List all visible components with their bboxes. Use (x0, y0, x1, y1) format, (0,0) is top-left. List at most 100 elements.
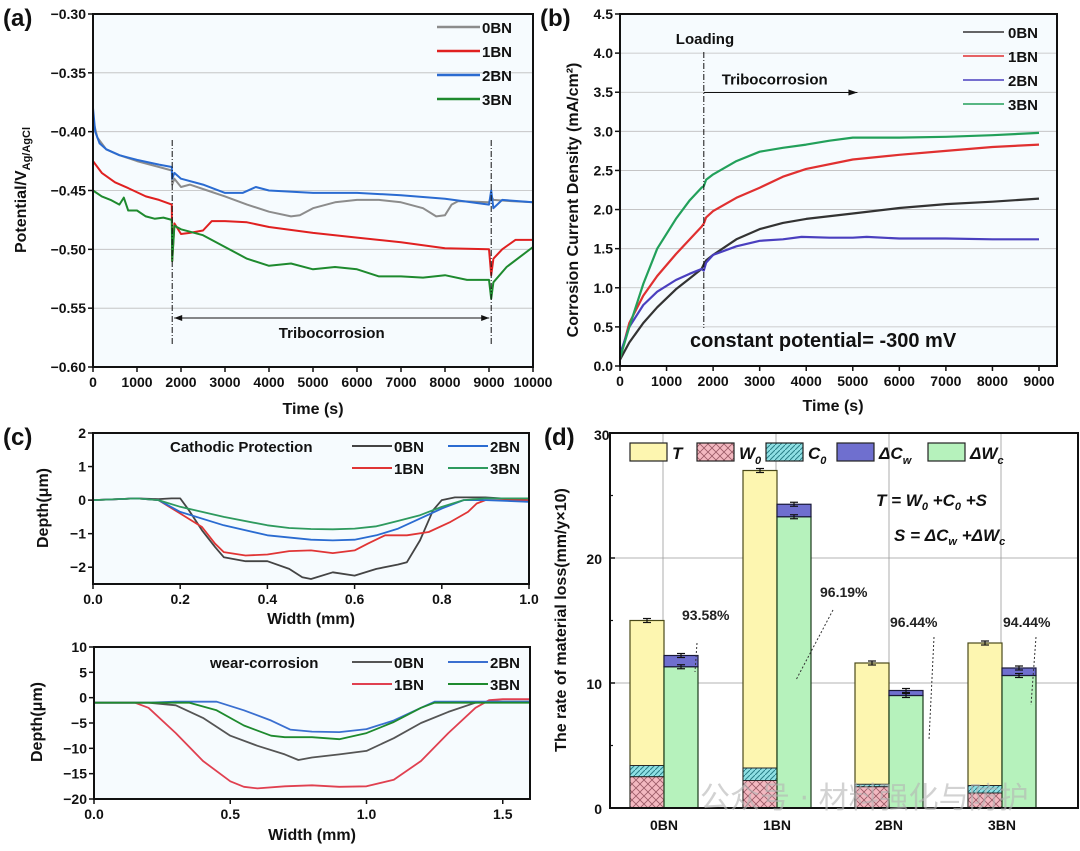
legend-label-dCw: ΔCw (878, 444, 913, 467)
y-tick-label: 1.0 (594, 280, 614, 296)
d-bars (629, 467, 1037, 809)
a-panel-label: (a) (3, 5, 32, 32)
series-line-3BN (618, 131, 1040, 359)
y-tick-label: 2.5 (594, 162, 614, 178)
y-tick-label-top: 30 (594, 427, 610, 443)
legend-label-3BN: 3BN (490, 461, 520, 478)
c1-legend: Cathodic Protection 0BN 1BN 2BN 3BN (170, 439, 520, 478)
d-panel-label: (d) (544, 424, 575, 451)
eq-term: ΔC (924, 526, 949, 545)
eq-op: + (957, 526, 972, 545)
legend-swatch-W0 (696, 442, 735, 462)
legend-label-3BN: 3BN (1008, 97, 1038, 114)
legend-label-0BN: 0BN (394, 439, 424, 456)
eq-term: S (976, 491, 988, 510)
percent-leader-line (928, 636, 935, 741)
x-tick-label: 3000 (744, 373, 775, 389)
x-tick-label: 1.5 (493, 806, 513, 822)
d-percent-labels: 93.58% 96.19% 96.44% 94.44% (682, 584, 1051, 741)
c-panel-label: (c) (3, 424, 32, 451)
series-line-1BN (92, 160, 533, 277)
eq-op: + (961, 491, 976, 510)
category-label-2BN: 2BN (875, 817, 903, 833)
span-label: Tribocorrosion (279, 325, 385, 342)
legend-label-2BN: 2BN (1008, 73, 1038, 90)
x-tick-label: 8000 (429, 374, 460, 390)
c2-ylabel: Depth(μm) (29, 682, 46, 762)
b-xlabel: Time (s) (802, 398, 863, 415)
eq-sub: 0 (955, 501, 962, 513)
legend-label-0BN: 0BN (482, 20, 512, 37)
equation-S: S = ΔCw +ΔWc (894, 526, 1005, 548)
y-tick-label: −1 (70, 526, 86, 542)
c1-series-lines (92, 496, 530, 580)
y-tick-label: 0 (79, 690, 87, 706)
y-tick-label: 3.5 (594, 84, 614, 100)
legend-label-main: T (672, 444, 684, 463)
y-tick-label: 20 (586, 551, 602, 567)
legend-title: Cathodic Protection (170, 439, 313, 456)
legend-label-2BN: 2BN (490, 439, 520, 456)
bar-dWc-1BN (776, 516, 812, 809)
x-tick-label: 0.0 (83, 591, 103, 607)
x-tick-label: 6000 (884, 373, 915, 389)
x-tick-label: 0.4 (258, 591, 278, 607)
x-tick-label: 1.0 (357, 806, 377, 822)
b-ylabel: Corrosion Current Density (mA/cm²) (565, 63, 582, 338)
eq-term: C (943, 491, 956, 510)
a-series-lines (92, 108, 534, 300)
y-tick-label: 10 (71, 639, 87, 655)
b-annotations: Loading Tribocorrosion constant potential=… (676, 31, 957, 352)
x-tick-label: 0.0 (84, 806, 104, 822)
panel-c-wear-chart: 0.0 0.5 1.0 1.5 −20 −15 −10 −5 0 5 10 Width (mm) D… (29, 639, 531, 844)
bar-T-3BN (967, 642, 1003, 809)
x-tick-label: 2000 (165, 374, 196, 390)
x-tick-label: 10000 (514, 374, 553, 390)
panel-d-bar-chart: 0 10 20 30 0BN 1BN 2BN 3BN (d) The rate of mate… (544, 424, 1079, 833)
b-frame (619, 13, 1058, 367)
x-tick-label: 1000 (121, 374, 152, 390)
eq-term: W (906, 491, 924, 510)
y-tick-label: −0.50 (51, 241, 87, 257)
legend-label-T: T (672, 444, 684, 463)
b-series-lines (618, 131, 1040, 361)
tribo-arrow-head (848, 89, 858, 96)
legend-label-sub: c (997, 455, 1003, 467)
constant-potential-note: constant potential= -300 mV (690, 330, 957, 352)
x-tick-label: 0 (616, 373, 624, 389)
legend-label-main: C (808, 444, 821, 463)
legend-label-sub: 0 (755, 455, 762, 467)
y-tick-label: 3.0 (594, 123, 614, 139)
a-ylabel-sub: Ag/AgCl (21, 127, 33, 170)
legend-label-2BN: 2BN (490, 655, 520, 672)
series-line-2BN (618, 235, 1039, 355)
x-tick-label: 9000 (473, 374, 504, 390)
series-line-3BN (92, 189, 534, 300)
x-tick-label: 2000 (698, 373, 729, 389)
legend-label-sub: w (903, 455, 913, 467)
y-tick-label: 1 (78, 459, 86, 475)
legend-label-3BN: 3BN (490, 677, 520, 694)
y-tick-label: −0.55 (51, 300, 87, 316)
legend-label-main: W (739, 444, 757, 463)
a-tribocorrosion-annotation: Tribocorrosion (171, 140, 492, 345)
x-tick-label: 7000 (385, 374, 416, 390)
legend-label-0BN: 0BN (394, 655, 424, 672)
span-arrow-left-head (174, 315, 183, 321)
panel-c-cathodic-chart: 0.0 0.2 0.4 0.6 0.8 1.0 −2 −1 0 1 2 (c) Width (mm)… (3, 424, 539, 628)
bar-dWc-0BN (663, 666, 699, 809)
percent-label: 96.44% (890, 614, 938, 630)
c2-series-lines (94, 698, 530, 790)
x-tick-label: 0.8 (432, 591, 452, 607)
legend-swatch-dWc (927, 442, 966, 462)
a-legend: 0BN 1BN 2BN 3BN (437, 20, 512, 109)
x-tick-label: 5000 (297, 374, 328, 390)
eq-lhs: T (876, 491, 888, 510)
x-tick-label: 3000 (209, 374, 240, 390)
a-ticks: 0 1000 2000 3000 4000 5000 6000 7000 8000 9000 100… (51, 6, 553, 390)
legend-swatch-T (629, 442, 668, 462)
c2-xlabel: Width (mm) (268, 827, 356, 844)
series-line-2BN (92, 108, 534, 210)
bar-W0-0BN (629, 776, 665, 809)
